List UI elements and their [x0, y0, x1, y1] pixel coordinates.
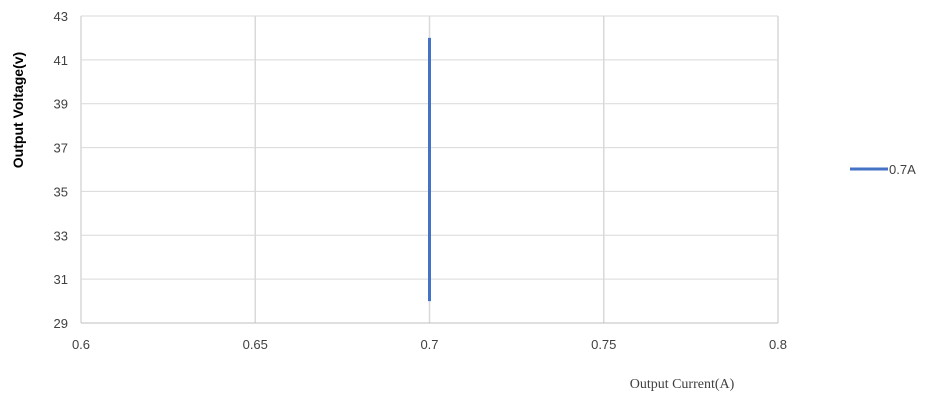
y-tick-label: 31 — [54, 272, 68, 287]
y-tick-label: 39 — [54, 97, 68, 112]
x-tick-label: 0.75 — [591, 337, 616, 352]
x-tick-label: 0.7 — [420, 337, 438, 352]
y-axis-ticks: 29 31 33 35 37 39 41 43 — [54, 9, 68, 331]
x-tick-label: 0.8 — [769, 337, 787, 352]
x-tick-label: 0.6 — [72, 337, 90, 352]
x-tick-label: 0.65 — [243, 337, 268, 352]
y-tick-label: 33 — [54, 228, 68, 243]
y-tick-label: 43 — [54, 9, 68, 24]
x-axis-label: Output Current(A) — [630, 377, 735, 392]
y-tick-label: 29 — [54, 316, 68, 331]
legend: 0.7A — [850, 162, 916, 177]
y-tick-label: 37 — [54, 141, 68, 156]
axes — [80, 16, 778, 324]
x-axis-ticks: 0.6 0.65 0.7 0.75 0.8 — [72, 337, 787, 352]
y-axis-label: Output Voltage(v) — [10, 52, 26, 168]
legend-label-0-7a: 0.7A — [889, 162, 916, 177]
y-tick-label: 35 — [54, 184, 68, 199]
y-tick-label: 41 — [54, 53, 68, 68]
